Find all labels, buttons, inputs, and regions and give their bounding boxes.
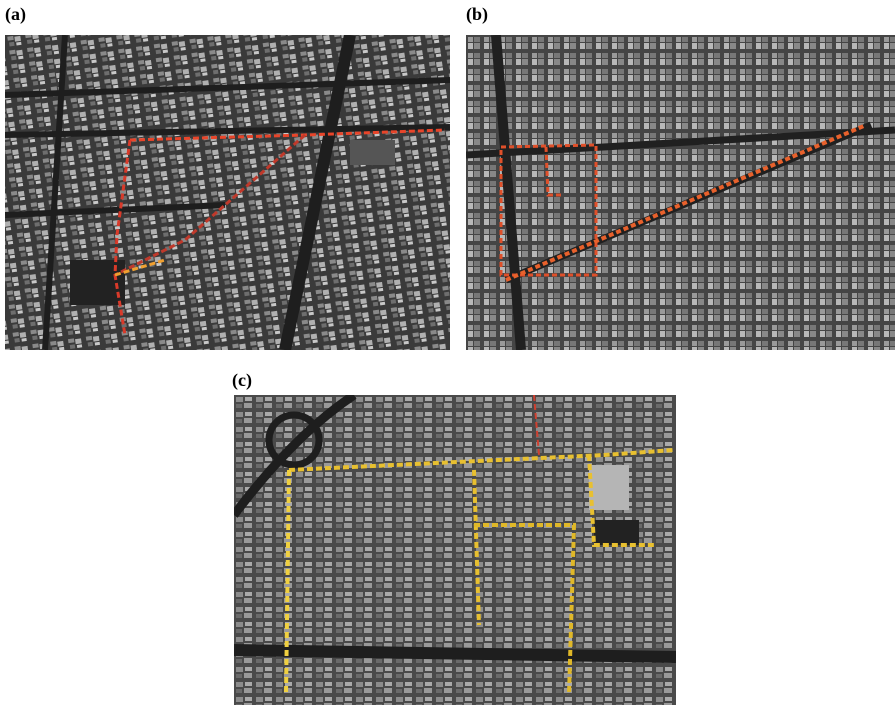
panel-label: (b) <box>466 4 488 24</box>
city-blocks <box>466 35 895 350</box>
panel-label: (c) <box>232 370 252 390</box>
building <box>589 465 629 510</box>
roads <box>5 35 450 350</box>
route <box>113 128 446 336</box>
roads <box>234 395 676 663</box>
aerial-image-c <box>234 395 676 705</box>
building <box>594 520 639 545</box>
aerial-image-b <box>466 35 895 350</box>
building <box>350 140 395 165</box>
panel-label: (a) <box>5 4 26 24</box>
route <box>284 395 675 696</box>
aerial-image-a <box>5 35 450 350</box>
route <box>499 123 867 282</box>
